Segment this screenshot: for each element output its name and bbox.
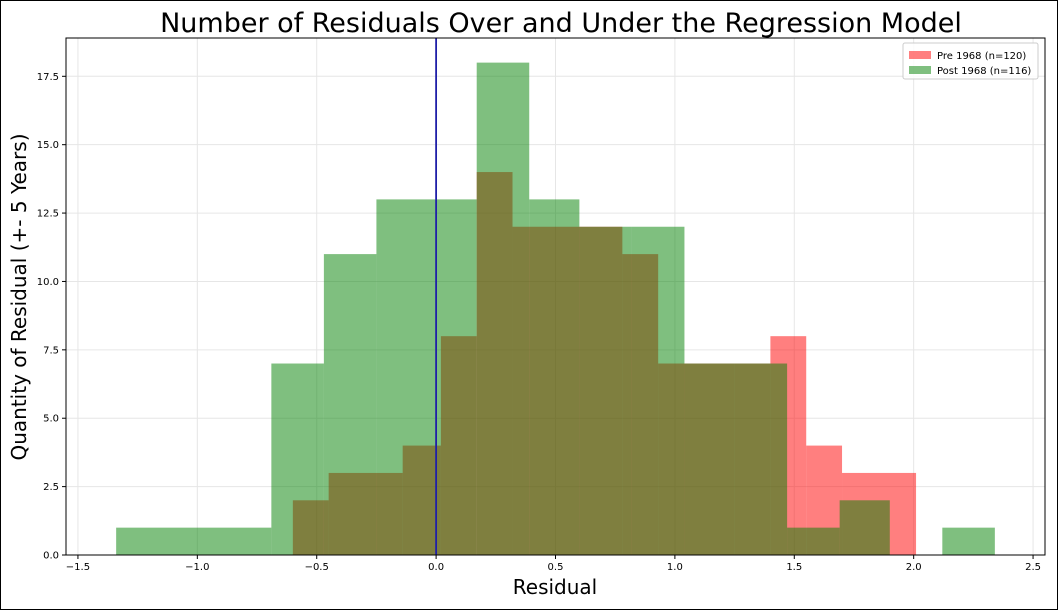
bar-series-1-bin-6 [579, 226, 632, 555]
y-tick-label-1: 2.5 [43, 482, 59, 493]
bar-series-1-bin-8 [684, 363, 788, 555]
legend-label-0: Pre 1968 (n=120) [937, 51, 1026, 62]
y-tick-label-3: 7.5 [43, 345, 59, 356]
y-tick-label-5: 12.5 [37, 209, 59, 220]
legend-label-1: Post 1968 (n=116) [937, 66, 1031, 77]
bar-series-1-bin-11 [942, 527, 995, 555]
x-tick-label-0: −1.5 [66, 562, 90, 573]
x-axis-label: Residual [513, 575, 597, 599]
bar-series-1-bin-7 [631, 226, 685, 555]
y-axis-label: Quantity of Residual (+- 5 Years) [7, 133, 31, 460]
x-axis-ticks: −1.5 −1.0 −0.5 0.0 0.5 1.0 1.5 2.0 2.5 [66, 555, 1041, 573]
bar-series-1-bin-9 [787, 527, 840, 555]
y-tick-label-7: 17.5 [37, 72, 59, 83]
x-tick-label-1: −1.0 [185, 562, 209, 573]
x-tick-label-8: 2.5 [1025, 562, 1041, 573]
legend-box [902, 42, 1039, 80]
x-tick-label-6: 1.5 [786, 562, 802, 573]
x-tick-label-4: 0.5 [548, 562, 564, 573]
bar-series-1-bin-5 [529, 199, 580, 555]
chart-title: Number of Residuals Over and Under the R… [160, 8, 962, 39]
x-tick-label-2: −0.5 [305, 562, 329, 573]
legend-swatch-1 [909, 66, 931, 74]
y-tick-label-4: 10.0 [37, 277, 59, 288]
bar-series-1-bin-0 [116, 527, 272, 555]
bar-series-1-bin-2 [323, 254, 377, 555]
bar-series-1-bin-3 [376, 199, 477, 555]
x-tick-label-3: 0.0 [428, 562, 444, 573]
x-tick-label-5: 1.0 [667, 562, 683, 573]
y-tick-label-0: 0.0 [43, 551, 59, 562]
bar-series-1-bin-4 [476, 62, 530, 555]
bar-series-1-bin-10 [839, 500, 890, 555]
histogram-bars [116, 62, 995, 555]
legend-swatch-0 [909, 51, 931, 59]
y-tick-label-2: 5.0 [43, 414, 59, 425]
y-axis-ticks: 0.0 2.5 5.0 7.5 10.0 12.5 15.0 17.5 [37, 72, 66, 562]
bar-series-1-bin-1 [271, 363, 324, 555]
y-tick-label-6: 15.0 [37, 140, 59, 151]
legend: Pre 1968 (n=120) Post 1968 (n=116) [902, 42, 1039, 80]
x-tick-label-7: 2.0 [906, 562, 922, 573]
